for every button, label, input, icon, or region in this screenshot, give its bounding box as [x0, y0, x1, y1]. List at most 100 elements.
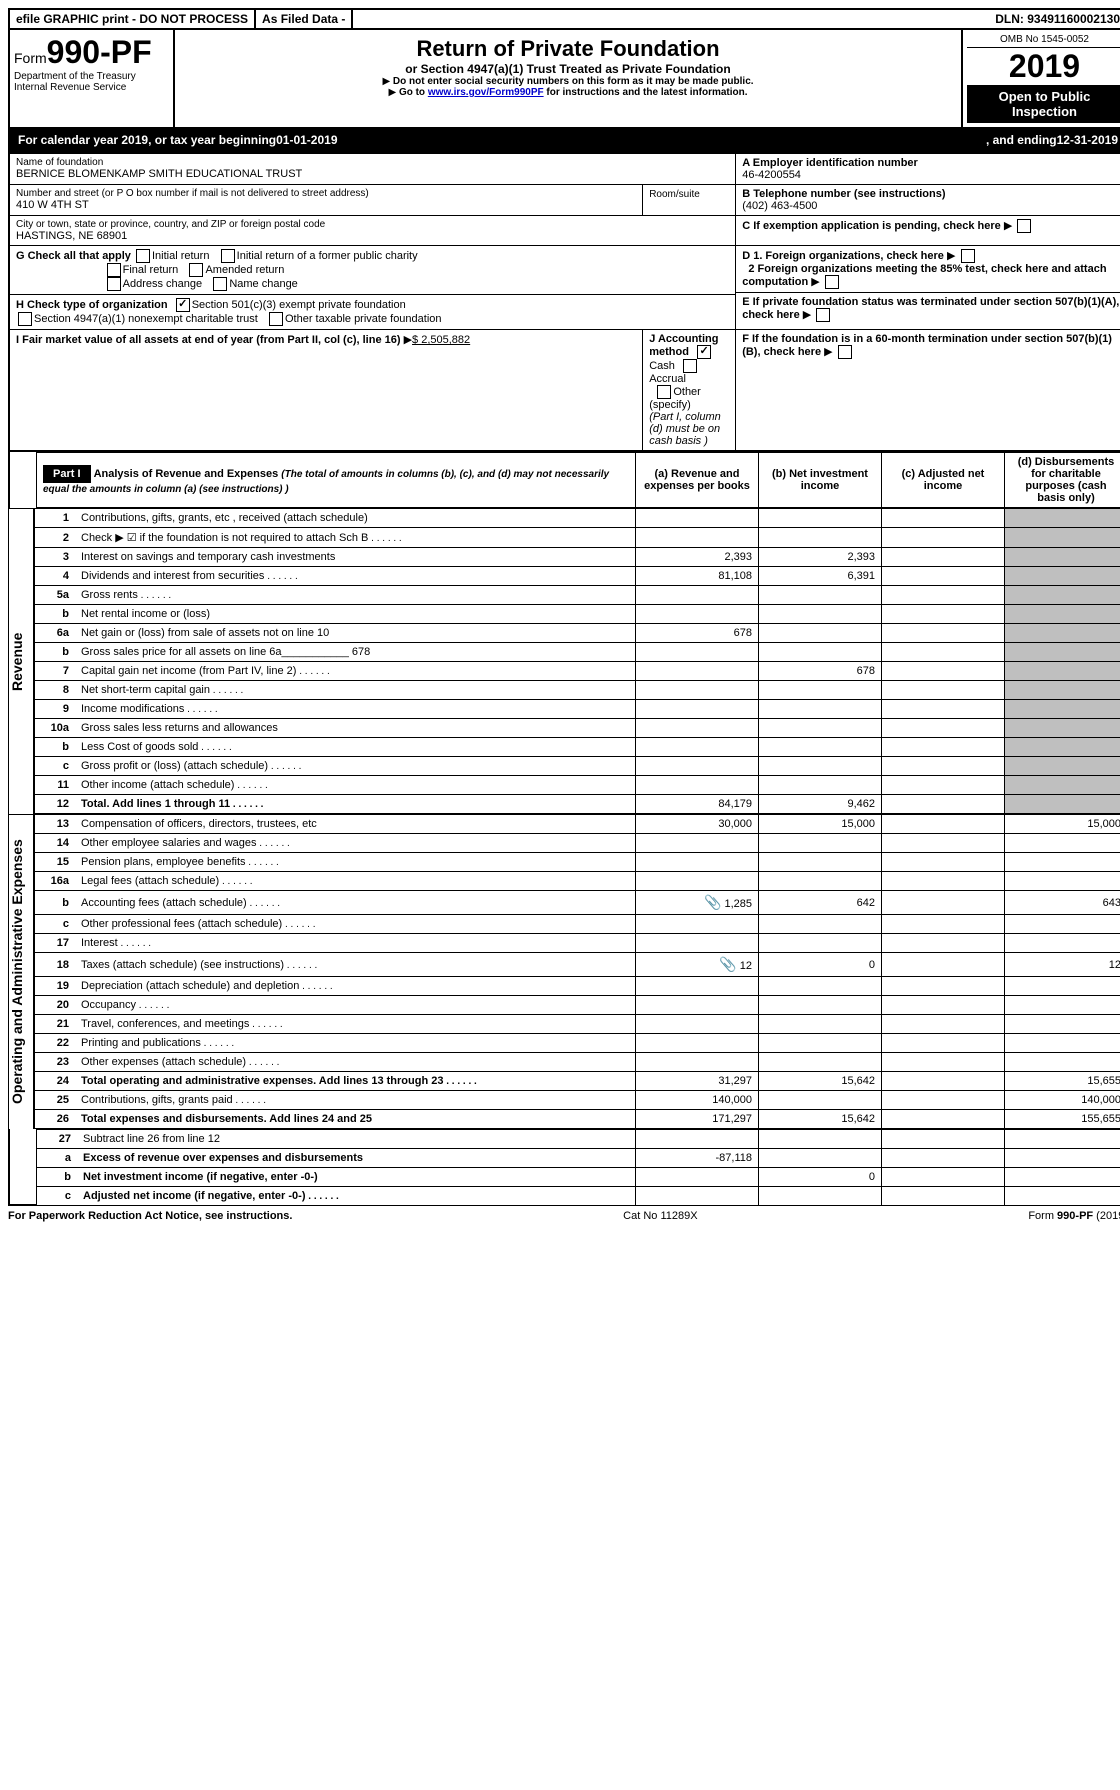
line-description: Capital gain net income (from Part IV, l… [75, 662, 636, 681]
expenses-table: 13Compensation of officers, directors, t… [34, 814, 1120, 1129]
col-d [1005, 1168, 1120, 1187]
col-c [882, 1168, 1005, 1187]
col-b [759, 757, 882, 776]
col-a: 2,393 [636, 548, 759, 567]
col-b [759, 977, 882, 996]
line-description: Total. Add lines 1 through 11 . . . . . … [75, 795, 636, 814]
revenue-table: 1Contributions, gifts, grants, etc , rec… [34, 508, 1120, 814]
line-number: 20 [35, 996, 76, 1015]
col-c [882, 624, 1005, 643]
col-a [636, 1130, 759, 1149]
checkbox-cash[interactable]: ✓ [697, 345, 711, 359]
col-a [636, 1187, 759, 1206]
form-header: Form990-PF Department of the Treasury In… [8, 30, 1120, 129]
col-a: 140,000 [636, 1091, 759, 1110]
col-c [882, 934, 1005, 953]
col-b [759, 1130, 882, 1149]
col-d: 15,000 [1005, 815, 1120, 834]
line-number: 16a [35, 872, 76, 891]
col-d [1005, 1149, 1120, 1168]
col-b [759, 700, 882, 719]
col-b: 9,462 [759, 795, 882, 814]
checkbox-c[interactable] [1017, 219, 1031, 233]
col-a [636, 605, 759, 624]
col-c [882, 853, 1005, 872]
line-number: 21 [35, 1015, 76, 1034]
col-b: 642 [759, 891, 882, 915]
line-description: Gross sales price for all assets on line… [75, 643, 636, 662]
col-b: 2,393 [759, 548, 882, 567]
line-description: Contributions, gifts, grants, etc , rece… [75, 509, 636, 528]
col-d [1005, 528, 1120, 548]
table-row: 14Other employee salaries and wages . . … [35, 834, 1120, 853]
col-b: 0 [759, 953, 882, 977]
table-row: 7Capital gain net income (from Part IV, … [35, 662, 1120, 681]
col-a [636, 872, 759, 891]
col-b: 15,642 [759, 1110, 882, 1129]
efile-notice: efile GRAPHIC print - DO NOT PROCESS [10, 10, 256, 28]
table-row: 12Total. Add lines 1 through 11 . . . . … [35, 795, 1120, 814]
col-c [882, 567, 1005, 586]
table-row: cAdjusted net income (if negative, enter… [37, 1187, 1120, 1206]
table-row: bAccounting fees (attach schedule) . . .… [35, 891, 1120, 915]
col-d [1005, 977, 1120, 996]
col-c [882, 1034, 1005, 1053]
net-table: 27Subtract line 26 from line 12aExcess o… [36, 1129, 1120, 1206]
line-number: 11 [35, 776, 76, 795]
line-description: Travel, conferences, and meetings . . . … [75, 1015, 636, 1034]
as-filed: As Filed Data - [256, 10, 353, 28]
line-number: 9 [35, 700, 76, 719]
line-number: 18 [35, 953, 76, 977]
col-c [882, 1053, 1005, 1072]
col-d [1005, 1034, 1120, 1053]
line-description: Interest . . . . . . [75, 934, 636, 953]
table-row: 17Interest . . . . . . [35, 934, 1120, 953]
irs-link[interactable]: www.irs.gov/Form990PF [428, 87, 544, 98]
col-d [1005, 834, 1120, 853]
col-b [759, 643, 882, 662]
fmv-assets: $ 2,505,882 [412, 334, 470, 346]
col-a [636, 934, 759, 953]
col-c [882, 1110, 1005, 1129]
table-row: 4Dividends and interest from securities … [35, 567, 1120, 586]
street-address: 410 W 4TH ST [16, 199, 636, 211]
dln: DLN: 93491160002130 [989, 10, 1120, 28]
checkbox-initial[interactable] [136, 249, 150, 263]
col-c [882, 1187, 1005, 1206]
col-b [759, 738, 882, 757]
line-description: Gross rents . . . . . . [75, 586, 636, 605]
col-d [1005, 1053, 1120, 1072]
col-d [1005, 643, 1120, 662]
table-row: 25Contributions, gifts, grants paid . . … [35, 1091, 1120, 1110]
line-description: Dividends and interest from securities .… [75, 567, 636, 586]
checkbox-501c3[interactable]: ✓ [176, 298, 190, 312]
line-description: Excess of revenue over expenses and disb… [77, 1149, 636, 1168]
col-c [882, 834, 1005, 853]
col-d [1005, 915, 1120, 934]
line-description: Printing and publications . . . . . . [75, 1034, 636, 1053]
line-number: b [35, 605, 76, 624]
col-a [636, 509, 759, 528]
col-c [882, 776, 1005, 795]
col-b [759, 1034, 882, 1053]
table-row: 11Other income (attach schedule) . . . .… [35, 776, 1120, 795]
line-number: 8 [35, 681, 76, 700]
col-a [636, 662, 759, 681]
line-description: Accounting fees (attach schedule) . . . … [75, 891, 636, 915]
col-b [759, 872, 882, 891]
col-d [1005, 738, 1120, 757]
attachment-icon: 📎 [704, 894, 721, 910]
line-description: Taxes (attach schedule) (see instruction… [75, 953, 636, 977]
line-number: b [35, 643, 76, 662]
col-b [759, 1149, 882, 1168]
header-right: OMB No 1545-0052 2019 Open to Public Ins… [963, 30, 1120, 127]
line-number: 27 [37, 1130, 78, 1149]
col-a: -87,118 [636, 1149, 759, 1168]
col-a: 📎 12 [636, 953, 759, 977]
col-a: 📎 1,285 [636, 891, 759, 915]
col-a [636, 681, 759, 700]
table-row: 6aNet gain or (loss) from sale of assets… [35, 624, 1120, 643]
col-a [636, 700, 759, 719]
table-row: 9Income modifications . . . . . . [35, 700, 1120, 719]
col-d [1005, 662, 1120, 681]
